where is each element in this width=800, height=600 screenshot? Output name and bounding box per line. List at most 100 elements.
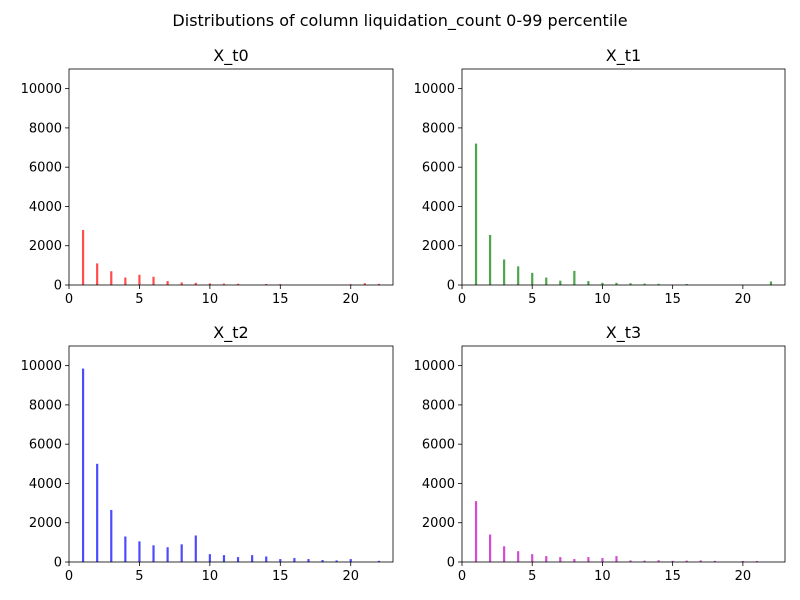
- y-tick-label: 0: [447, 556, 455, 571]
- y-tick-label: 2000: [422, 516, 455, 531]
- x-tick-label: 15: [664, 292, 681, 307]
- histogram-bar: [251, 555, 254, 562]
- histogram-bar: [166, 547, 169, 562]
- x-tick-label: 0: [458, 292, 466, 307]
- histogram-bar: [349, 559, 352, 562]
- x-tick-label: 20: [735, 569, 752, 584]
- axes-frame: [68, 345, 394, 563]
- axes-frame: [461, 68, 786, 286]
- histogram-bar: [685, 284, 688, 285]
- histogram-bar: [208, 283, 211, 285]
- histogram-bar: [713, 560, 716, 562]
- histogram-bar: [321, 560, 324, 562]
- histogram-bar: [517, 551, 520, 562]
- histogram-bar: [629, 560, 632, 562]
- axes-frame: [461, 345, 786, 563]
- histogram-bar: [222, 555, 226, 562]
- histogram-bar: [601, 558, 604, 562]
- figure-suptitle: Distributions of column liquidation_coun…: [172, 11, 627, 31]
- x-tick-label: 10: [202, 292, 219, 307]
- y-tick-label: 10000: [414, 359, 455, 374]
- y-tick-label: 8000: [29, 398, 62, 413]
- histogram-bar: [96, 263, 99, 285]
- histogram-bar: [671, 560, 674, 562]
- histogram-bar: [236, 283, 240, 285]
- axes-frame: [68, 68, 394, 286]
- subplot-title: X_t3: [606, 323, 641, 343]
- y-tick-label: 6000: [29, 161, 62, 176]
- histogram-bar: [152, 276, 155, 285]
- histogram-bar: [573, 270, 576, 285]
- histogram-bar: [699, 560, 702, 562]
- histogram-bar: [96, 463, 99, 562]
- y-tick-label: 6000: [422, 161, 455, 176]
- histogram-bar: [236, 557, 240, 562]
- y-tick-label: 10000: [21, 359, 62, 374]
- histogram-bar: [488, 234, 492, 285]
- y-tick-label: 10000: [21, 82, 62, 97]
- x-tick-label: 10: [594, 569, 611, 584]
- y-tick-label: 0: [54, 279, 62, 294]
- y-tick-label: 4000: [29, 477, 62, 492]
- histogram-bar: [531, 554, 534, 562]
- y-tick-label: 8000: [422, 398, 455, 413]
- histogram-bar: [180, 282, 183, 285]
- histogram-bar: [503, 259, 506, 285]
- histogram-bar: [138, 541, 141, 562]
- histogram-bar: [601, 282, 604, 285]
- histogram-bar: [81, 230, 85, 285]
- x-tick-label: 5: [528, 569, 536, 584]
- x-tick-label: 20: [342, 569, 359, 584]
- histogram-bar: [363, 283, 366, 285]
- x-tick-label: 10: [594, 292, 611, 307]
- histogram-bar: [194, 535, 197, 562]
- x-tick-label: 5: [135, 569, 143, 584]
- y-tick-label: 2000: [29, 516, 62, 531]
- histogram-bar: [643, 283, 646, 285]
- subplot-title: X_t0: [213, 46, 248, 66]
- histogram-bar: [307, 559, 310, 562]
- histogram-bar: [279, 559, 282, 562]
- histogram-bar: [279, 284, 282, 285]
- histogram-bar: [657, 283, 660, 285]
- histogram-bar: [124, 536, 127, 562]
- x-tick-label: 5: [135, 292, 143, 307]
- histogram-bar: [166, 281, 169, 285]
- histogram-bar: [685, 560, 688, 562]
- x-tick-label: 10: [202, 569, 219, 584]
- histogram-bar: [517, 266, 520, 285]
- histogram-bar: [545, 277, 548, 285]
- x-tick-label: 0: [65, 569, 73, 584]
- histogram-bar: [180, 544, 183, 562]
- histogram-bar: [293, 558, 296, 562]
- histogram-bar: [474, 501, 478, 562]
- y-tick-label: 8000: [29, 121, 62, 136]
- histogram-bar: [559, 557, 562, 562]
- y-tick-label: 2000: [29, 239, 62, 254]
- histogram-bar: [629, 283, 632, 285]
- histogram-bar: [124, 277, 127, 285]
- x-tick-label: 20: [735, 292, 752, 307]
- subplot-x_t0: X_t0 0 5 10 15 20 0 2000 4000 6000 8000 10000: [21, 46, 394, 307]
- y-tick-label: 0: [54, 556, 62, 571]
- histogram-bar: [573, 559, 576, 562]
- subplot-title: X_t2: [213, 323, 248, 343]
- y-tick-label: 4000: [29, 200, 62, 215]
- x-tick-label: 20: [342, 292, 359, 307]
- y-tick-label: 0: [447, 279, 455, 294]
- subplot-title: X_t1: [606, 46, 641, 66]
- histogram-bar: [531, 272, 534, 285]
- histogram-bar: [138, 274, 141, 285]
- histogram-bar: [615, 282, 618, 285]
- histogram-bar: [615, 556, 618, 562]
- y-tick-label: 2000: [422, 239, 455, 254]
- subplot-x_t3: X_t3 0 5 10 15 20 0 2000 4000 6000 8000 10000: [414, 323, 786, 584]
- y-tick-label: 6000: [29, 438, 62, 453]
- histogram-bar: [152, 545, 155, 562]
- histogram-bar: [755, 561, 759, 562]
- histogram-bar: [657, 560, 660, 562]
- histogram-bar: [377, 560, 381, 562]
- y-tick-label: 10000: [414, 82, 455, 97]
